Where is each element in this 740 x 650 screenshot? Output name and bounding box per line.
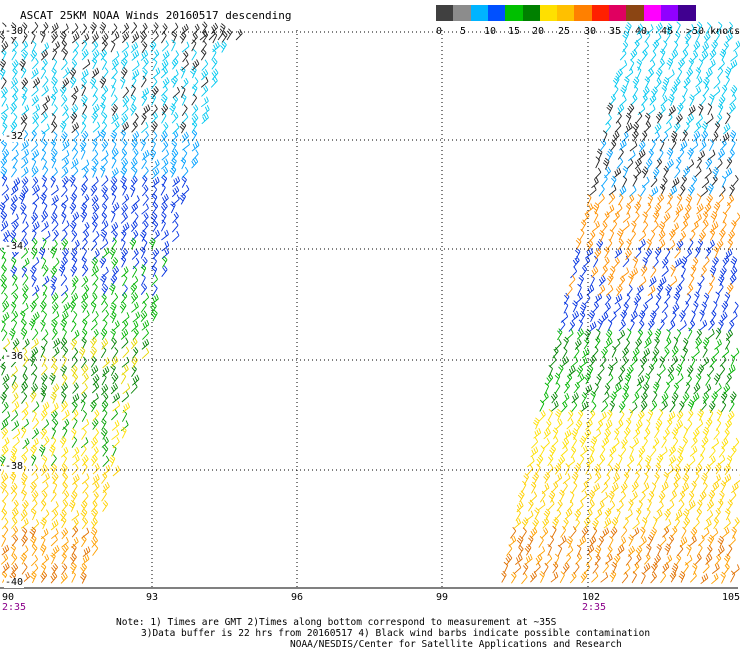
lon-label-93e: 93 (146, 592, 159, 603)
scale-swatch (505, 5, 523, 21)
lon-label-99e: 99 (436, 592, 449, 603)
scale-label: 35 (609, 26, 622, 37)
swath-time-left: 2:35 (2, 602, 27, 613)
lon-label-90e: 90 (2, 592, 15, 603)
scale-label: 0 (436, 26, 443, 37)
note-line-2: 3)Data buffer is 22 hrs from 20160517 4)… (141, 628, 651, 639)
scale-label: 5 (460, 26, 467, 37)
scale-label: 15 (508, 26, 521, 37)
lon-label-102e: 102 (582, 592, 601, 603)
lat-label-40s: -40 (4, 577, 25, 588)
scale-label: 20 (532, 26, 545, 37)
scale-label: 40 (635, 26, 648, 37)
scale-swatch (470, 5, 489, 21)
lat-label-32s: -32 (4, 131, 25, 142)
lat-label-30s: -30 (4, 26, 25, 37)
wind-barb-group (0, 462, 740, 531)
wind-barb-group (0, 21, 243, 45)
wind-barb-group (0, 327, 737, 414)
scale-swatch (574, 5, 593, 21)
lat-label-34s: -34 (4, 241, 25, 252)
wind-barb-group (0, 525, 737, 585)
wind-barb-group (0, 237, 740, 414)
wind-barb-group (0, 174, 739, 333)
wind-barb-group (0, 21, 740, 135)
lat-label-36s: -36 (4, 351, 25, 362)
wind-barbs-layer (0, 21, 740, 585)
lat-lon-grid (0, 30, 738, 589)
note-line-3: NOAA/NESDIS/Center for Satellite Applica… (290, 639, 622, 650)
scale-swatch (591, 5, 610, 21)
lon-label-96e: 96 (291, 592, 304, 603)
scale-swatch (557, 5, 575, 21)
lat-label-38s: -38 (4, 461, 25, 472)
swath-time-right: 2:35 (582, 602, 607, 613)
wind-barb-group (566, 192, 740, 297)
scale-swatch (643, 5, 662, 21)
scale-swatch (522, 5, 541, 21)
scale-swatch (609, 5, 627, 21)
wind-barb-group (1, 525, 740, 585)
lon-label-105e: 105 (722, 592, 740, 603)
wind-barb-group (0, 399, 129, 468)
scale-swatch (539, 5, 558, 21)
scale-label: 30 (584, 26, 597, 37)
scale-swatch (487, 5, 506, 21)
note-line-1: Note: 1) Times are GMT 2)Times along bot… (116, 617, 557, 628)
scale-label: 10 (484, 26, 497, 37)
wind-barb-group (0, 39, 739, 198)
scale-swatch (436, 5, 454, 21)
scale-swatch (453, 5, 472, 21)
wind-barb-group (1, 400, 740, 468)
scale-swatch (626, 5, 645, 21)
scale-swatch (678, 5, 696, 21)
scale-swatch (660, 5, 679, 21)
map-title: ASCAT 25KM NOAA Winds 20160517 descendin… (20, 9, 292, 22)
